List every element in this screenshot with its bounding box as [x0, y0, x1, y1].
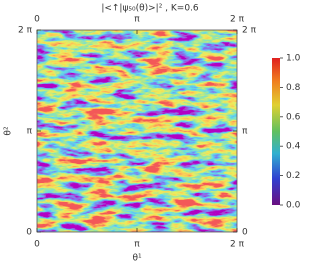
y-tick-label-right: 0 [242, 228, 248, 238]
chart-title: |<↑|ψ₅₀(θ)>|² , K=0.6 [101, 4, 199, 14]
density-image [37, 30, 237, 232]
colorbar-tick-label: 0.2 [286, 171, 300, 181]
x-tick-label: 0 [34, 240, 40, 250]
x-tick-label-top: π [134, 15, 140, 25]
y-tick-label: π [27, 127, 33, 137]
y-axis-label: θ² [4, 126, 14, 136]
colorbar-tick-label: 0.0 [286, 201, 300, 211]
x-tick-label: π [134, 240, 140, 250]
colorbar-tick-label: 0.8 [286, 83, 300, 93]
x-tick-label: 2 π [230, 240, 245, 250]
x-tick-label-top: 2 π [230, 15, 245, 25]
y-tick-label: 2 π [18, 26, 33, 36]
colorbar-tick-label: 0.4 [286, 142, 300, 152]
y-tick-label-right: π [242, 127, 248, 137]
colorbar-tick-label: 1.0 [286, 54, 300, 64]
colorbar-tick-label: 0.6 [286, 112, 300, 122]
y-tick-label-right: 2 π [242, 26, 257, 36]
y-tick-label: 0 [26, 228, 32, 238]
x-axis-label: θ¹ [132, 254, 142, 264]
colorbar [272, 58, 280, 205]
x-tick-label-top: 0 [34, 15, 40, 25]
